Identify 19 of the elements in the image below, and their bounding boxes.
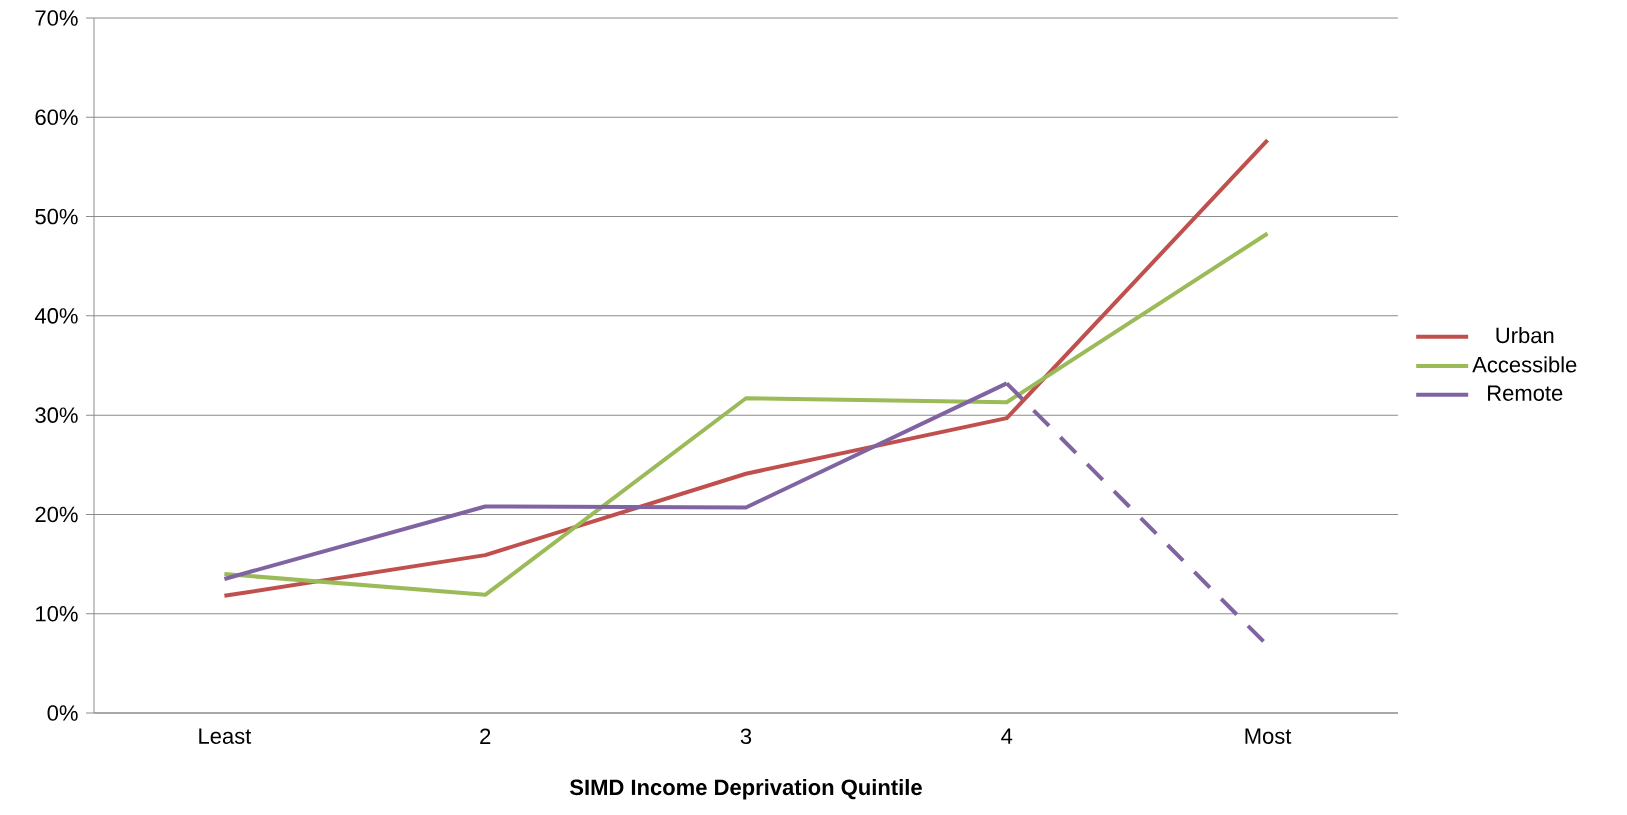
x-tick-label: Most [1245, 728, 1292, 744]
x-tick-label: 4 [1001, 728, 1013, 744]
y-tick-label: 30% [35, 407, 78, 423]
legend-label: Remote [1488, 385, 1563, 401]
line-series [222, 138, 1270, 598]
x-tick-label: Least [199, 728, 252, 744]
y-tick-label: 10% [36, 605, 78, 622]
legend-label: Urban [1496, 327, 1554, 344]
legend-label: Accessible [1472, 356, 1577, 373]
x-tick-label: 3 [740, 728, 752, 745]
y-tick-label: 20% [35, 506, 78, 523]
y-tick-label: 70% [35, 10, 78, 26]
y-tick-label: 0% [47, 705, 78, 721]
y-tick-label: 40% [34, 308, 78, 324]
x-tick-label: 2 [480, 728, 491, 744]
line-series [222, 231, 1270, 597]
y-tick-label: 60% [35, 109, 78, 126]
x-axis-title: SIMD Income Deprivation Quintile [569, 778, 922, 800]
y-tick-label: 50% [35, 208, 78, 225]
